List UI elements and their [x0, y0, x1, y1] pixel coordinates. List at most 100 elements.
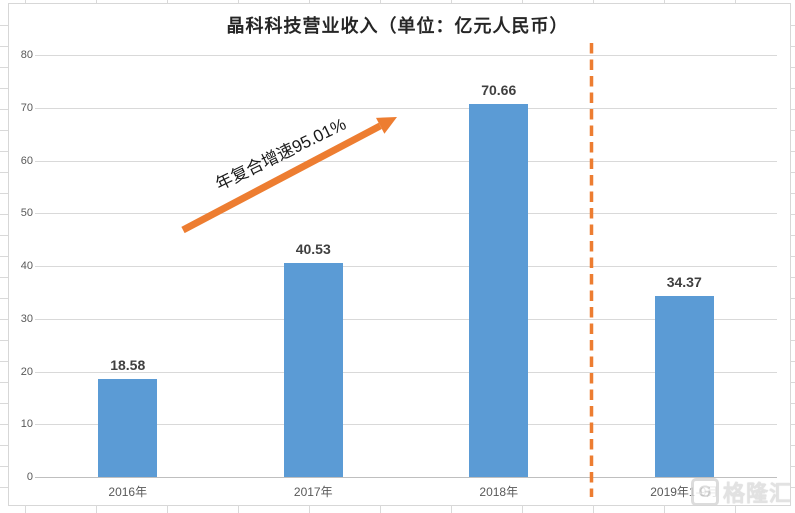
sheet-row-tick — [790, 88, 795, 89]
sheet-row-tick — [790, 46, 795, 47]
gridline — [35, 107, 777, 109]
sheet-row-tick — [0, 403, 8, 404]
sheet-row-tick — [790, 424, 795, 425]
revenue-bar — [654, 295, 714, 477]
sheet-column-tick — [664, 505, 665, 513]
revenue-bar — [283, 263, 343, 477]
bar-data-label: 70.66 — [481, 82, 517, 99]
sheet-column-tick — [664, 0, 665, 3]
sheet-row-tick — [0, 109, 8, 110]
sheet-column-tick — [96, 505, 97, 513]
sheet-column-tick — [451, 0, 452, 3]
sheet-column-tick — [522, 505, 523, 513]
gridline — [35, 318, 777, 320]
sheet-column-tick — [593, 0, 594, 3]
sheet-row-tick — [790, 340, 795, 341]
sheet-column-tick — [451, 505, 452, 513]
sheet-row-tick — [790, 172, 795, 173]
sheet-row-tick — [790, 361, 795, 362]
sheet-row-tick — [790, 193, 795, 194]
x-axis-category-label: 2017年 — [293, 485, 333, 499]
sheet-row-tick — [790, 235, 795, 236]
sheet-row-tick — [0, 214, 8, 215]
sheet-column-tick — [309, 505, 310, 513]
sheet-column-tick — [167, 505, 168, 513]
sheet-row-tick — [790, 25, 795, 26]
gridline — [35, 266, 777, 267]
sheet-row-tick — [0, 67, 8, 68]
gridline — [35, 371, 777, 373]
sheet-row-tick — [0, 130, 8, 131]
sheet-column-tick — [238, 505, 239, 513]
sheet-row-tick — [0, 298, 8, 299]
sheet-column-tick — [735, 0, 736, 3]
sheet-column-tick — [380, 505, 381, 513]
x-axis-category-label: 2018年 — [479, 485, 519, 499]
gridline — [35, 160, 777, 162]
y-axis-tick-label: 20 — [20, 365, 33, 378]
sheet-column-tick — [309, 0, 310, 3]
sheet-row-tick — [0, 340, 8, 341]
sheet-row-tick — [790, 466, 795, 467]
revenue-bar — [98, 378, 158, 477]
gridline — [35, 424, 777, 426]
chart-title: 晶科科技营业收入（单位：亿元人民币） — [226, 16, 569, 36]
sheet-row-tick — [0, 88, 8, 89]
y-axis-tick-label: 70 — [20, 101, 33, 114]
y-axis-tick-label: 60 — [20, 154, 33, 167]
sheet-row-tick — [0, 382, 8, 383]
sheet-row-tick — [790, 109, 795, 110]
sheet-row-tick — [790, 67, 795, 68]
y-axis-tick-label: 80 — [20, 49, 33, 61]
sheet-row-tick — [790, 256, 795, 257]
sheet-column-tick — [25, 505, 26, 513]
sheet-row-tick — [0, 193, 8, 194]
revenue-bar — [469, 104, 529, 477]
sheet-row-tick — [790, 130, 795, 131]
sheet-row-tick — [0, 235, 8, 236]
sheet-row-tick — [790, 151, 795, 152]
sheet-column-tick — [735, 505, 736, 513]
sheet-row-tick — [790, 298, 795, 299]
sheet-row-tick — [0, 46, 8, 47]
watermark: G 格隆汇 — [690, 476, 792, 508]
sheet-row-tick — [0, 172, 8, 173]
sheet-column-tick — [167, 0, 168, 3]
y-axis-tick-label: 40 — [20, 260, 33, 272]
x-axis-category-label: 2016年 — [108, 485, 148, 499]
sheet-row-tick — [0, 445, 8, 446]
sheet-row-tick — [0, 277, 8, 278]
bar-data-label: 40.53 — [295, 241, 331, 258]
y-axis-tick-label: 50 — [20, 207, 33, 220]
sheet-row-tick — [0, 361, 8, 362]
sheet-column-tick — [238, 0, 239, 3]
sheet-row-tick — [0, 466, 8, 467]
sheet-column-tick — [96, 0, 97, 3]
bar-data-label: 34.37 — [666, 273, 702, 290]
sheet-row-tick — [0, 424, 8, 425]
y-axis-tick-label: 30 — [20, 312, 33, 325]
sheet-row-tick — [0, 319, 8, 320]
sheet-row-tick — [790, 403, 795, 404]
x-axis-line — [35, 477, 777, 478]
sheet-column-tick — [25, 0, 26, 3]
gridline — [35, 55, 777, 56]
sheet-row-tick — [790, 382, 795, 383]
sheet-column-tick — [593, 505, 594, 513]
sheet-row-tick — [0, 25, 8, 26]
y-axis-tick-label: 10 — [20, 418, 33, 431]
sheet-row-tick — [790, 445, 795, 446]
sheet-row-tick — [790, 214, 795, 215]
y-axis-tick-label: 0 — [26, 471, 33, 483]
bar-data-label: 18.58 — [110, 356, 146, 373]
sheet-row-tick — [790, 487, 795, 488]
gelonghui-logo-icon: G — [690, 478, 719, 506]
sheet-row-tick — [0, 487, 8, 488]
sheet-column-tick — [522, 0, 523, 3]
sheet-column-tick — [380, 0, 381, 3]
sheet-row-tick — [790, 319, 795, 320]
sheet-row-tick — [0, 256, 8, 257]
sheet-row-tick — [790, 277, 795, 278]
watermark-text: 格隆汇 — [722, 481, 792, 506]
